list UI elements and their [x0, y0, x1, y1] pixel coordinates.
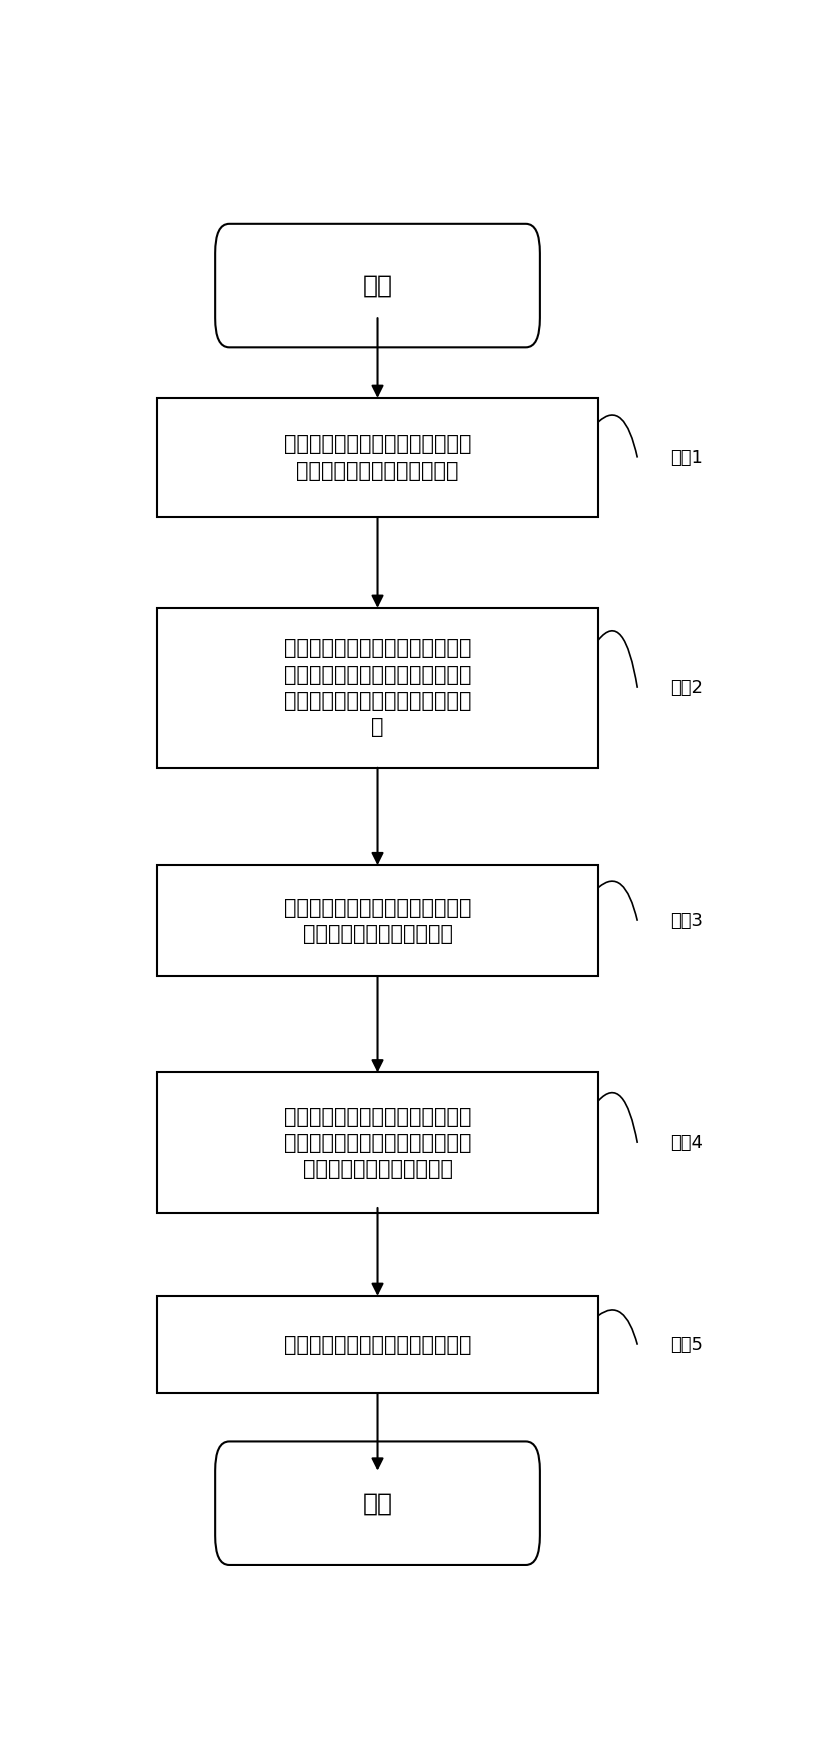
FancyBboxPatch shape: [215, 1441, 540, 1566]
Text: 相机采集待锁付螺纹孔图像，计算
获取待锁付螺纹孔中心位置: 相机采集待锁付螺纹孔图像，计算 获取待锁付螺纹孔中心位置: [284, 897, 471, 945]
Text: 步骤1: 步骤1: [670, 449, 702, 466]
Text: 根据相机坐标系与机器人基坐标系
的转换关系，得到机器人基坐标系
下的待锁付螺纹孔中心位置: 根据相机坐标系与机器人基坐标系 的转换关系，得到机器人基坐标系 下的待锁付螺纹孔…: [284, 1106, 471, 1179]
Text: 步骤5: 步骤5: [670, 1335, 703, 1354]
Text: 开始: 开始: [363, 274, 392, 297]
Text: 以锁付装置作为工具，建立工具坐
标系，并进行工具坐标系标定: 以锁付装置作为工具，建立工具坐 标系，并进行工具坐标系标定: [284, 434, 471, 480]
Bar: [157, 865, 598, 976]
Text: 步骤2: 步骤2: [670, 679, 703, 697]
Bar: [157, 398, 598, 517]
Text: 获取相机的参数，对相机进行内参
标定，建立相机坐标系，计算相机
坐标系与机器人基坐标系的转换关
系: 获取相机的参数，对相机进行内参 标定，建立相机坐标系，计算相机 坐标系与机器人基…: [284, 639, 471, 737]
Text: 步骤3: 步骤3: [670, 911, 703, 931]
Bar: [157, 1073, 598, 1214]
Text: 步骤4: 步骤4: [670, 1135, 703, 1152]
Bar: [157, 609, 598, 767]
Text: 结束: 结束: [363, 1492, 392, 1514]
FancyBboxPatch shape: [215, 223, 540, 347]
Bar: [157, 1296, 598, 1393]
Text: 进行机器人控制和锁付装置的控制: 进行机器人控制和锁付装置的控制: [284, 1335, 471, 1354]
